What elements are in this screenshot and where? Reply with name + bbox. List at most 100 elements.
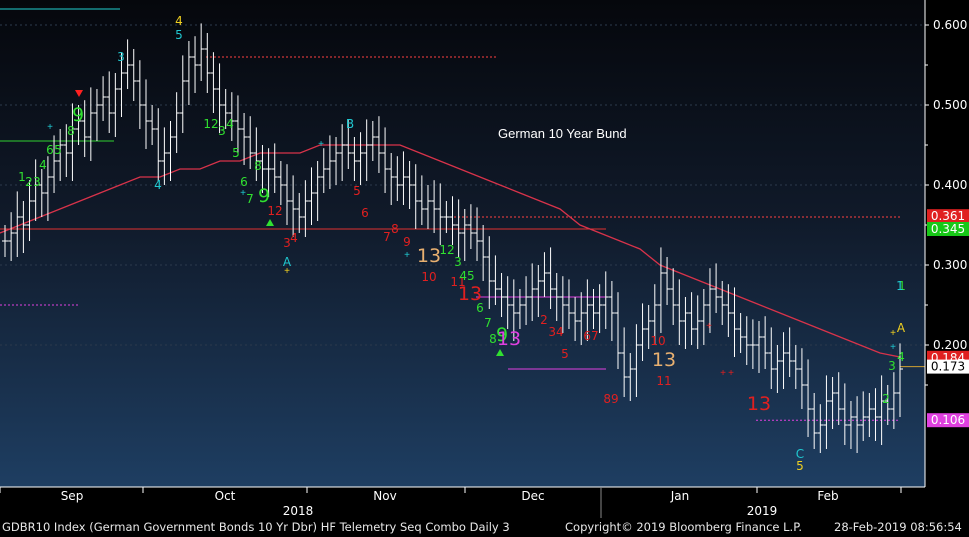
sequence-label: 3 bbox=[454, 255, 462, 269]
y-tick-label: 0.600 bbox=[933, 18, 967, 32]
value-badge-label: 0.106 bbox=[931, 413, 965, 427]
plus-marker: + bbox=[47, 122, 53, 133]
sequence-label: 2 bbox=[540, 313, 548, 327]
sequence-label: 6 bbox=[240, 175, 248, 189]
sequence-label: 3 bbox=[117, 50, 125, 64]
sequence-label: 8 bbox=[489, 332, 497, 346]
sequence-label: 67 bbox=[583, 329, 598, 343]
down-arrow-icon bbox=[75, 90, 83, 97]
x-month-label: Sep bbox=[61, 489, 84, 503]
plus-marker: + bbox=[240, 188, 246, 199]
sequence-label: 8 bbox=[391, 222, 399, 236]
sequence-label: 34 bbox=[548, 325, 563, 339]
plus-marker: + bbox=[318, 139, 324, 150]
price-bars bbox=[2, 23, 903, 453]
sequence-label: 5 bbox=[232, 146, 240, 160]
sequence-label: 2 bbox=[25, 175, 33, 189]
sequence-label: 11 bbox=[656, 374, 671, 388]
axis-background bbox=[925, 0, 969, 537]
y-axis: 0.600 0.500 0.400 0.300 0.200 bbox=[924, 0, 967, 487]
plot-background bbox=[0, 0, 925, 487]
sequence-label: 6 bbox=[361, 206, 369, 220]
x-month-label: Feb bbox=[817, 489, 838, 503]
moving-average-path bbox=[0, 144, 901, 358]
value-badge-label: 0.345 bbox=[931, 222, 965, 236]
moving-average-line bbox=[0, 144, 901, 358]
value-badge bbox=[927, 359, 969, 374]
value-badge bbox=[927, 222, 969, 236]
sequence-label: 9 bbox=[258, 185, 270, 207]
x-month-label: Oct bbox=[215, 489, 236, 503]
x-year-label: 2019 bbox=[747, 504, 778, 518]
sequence-label: 4 bbox=[290, 231, 298, 245]
plus-marker: + bbox=[728, 368, 734, 379]
value-badge-label: 0.173 bbox=[931, 360, 965, 374]
sequence-label: 3 bbox=[33, 175, 41, 189]
footer-security-description: GDBR10 Index (German Government Bonds 10… bbox=[2, 520, 510, 534]
sequence-label: A bbox=[897, 321, 906, 335]
sequence-label: A bbox=[283, 255, 292, 269]
sequence-label: 5 bbox=[54, 143, 62, 157]
markers: +++++++ +++ bbox=[47, 90, 896, 379]
sequence-label: 13 bbox=[417, 245, 441, 267]
sequence-label: 45 bbox=[459, 269, 474, 283]
sequence-label: 3 bbox=[283, 236, 291, 250]
sequence-label: 13 bbox=[652, 349, 676, 371]
x-month-label: Dec bbox=[521, 489, 544, 503]
sequence-label: 4 bbox=[175, 14, 183, 28]
sequence-label: 5 bbox=[796, 459, 804, 473]
plus-marker: + bbox=[890, 342, 896, 353]
sequence-label: 89 bbox=[603, 392, 618, 406]
sequence-label: 11 bbox=[450, 275, 465, 289]
value-badge-label: 0.361 bbox=[931, 209, 965, 223]
plus-marker: + bbox=[706, 321, 712, 332]
reference-lines bbox=[0, 8, 925, 421]
plus-marker: + bbox=[404, 250, 410, 261]
sequence-label: 12 bbox=[203, 117, 218, 131]
sequence-label: 4 bbox=[226, 117, 234, 131]
sequence-label: 6 bbox=[46, 143, 54, 157]
sequence-label: 10 bbox=[650, 334, 665, 348]
sequence-label: 7 bbox=[383, 230, 391, 244]
sequence-label: 2 bbox=[882, 392, 890, 406]
footer-bar: GDBR10 Index (German Government Bonds 10… bbox=[0, 518, 969, 537]
sequence-label: 1 bbox=[898, 279, 906, 293]
sequence-label: 9 bbox=[403, 235, 411, 249]
sequence-label: 12 bbox=[267, 204, 282, 218]
y-tick-label: 0.500 bbox=[933, 98, 967, 112]
footer-copyright: Copyright© 2019 Bloomberg Finance L.P. bbox=[565, 520, 802, 534]
sequence-label: 5 bbox=[175, 28, 183, 42]
value-badge bbox=[927, 413, 969, 428]
sequence-label: 4 bbox=[897, 350, 905, 364]
sequence-label: 5 bbox=[353, 184, 361, 198]
plus-marker: + bbox=[720, 368, 726, 379]
y-tick-label: 0.400 bbox=[933, 178, 967, 192]
sequence-label: 12 bbox=[439, 243, 454, 257]
sequence-label: 1 bbox=[896, 279, 904, 293]
up-arrow-icon bbox=[496, 349, 504, 356]
sequence-label: 7 bbox=[246, 192, 254, 206]
sequence-label: 1 bbox=[18, 170, 26, 184]
sequence-label: B bbox=[346, 117, 354, 131]
x-month-label: Nov bbox=[373, 489, 396, 503]
xaxis-background bbox=[0, 487, 925, 518]
x-axis: Sep Oct Nov Dec Jan Feb 2018 2019 bbox=[0, 486, 925, 518]
sequence-label: 3 bbox=[218, 124, 226, 138]
sequence-label: 4 bbox=[154, 178, 162, 192]
sequence-label: 13 bbox=[747, 393, 771, 415]
plus-marker: + bbox=[284, 266, 290, 277]
sequence-label: 13 bbox=[497, 328, 521, 350]
chart-title: German 10 Year Bund bbox=[498, 126, 627, 141]
x-year-label: 2018 bbox=[283, 504, 314, 518]
sequence-label: 9 bbox=[496, 324, 508, 346]
value-badge bbox=[927, 209, 969, 224]
sequence-label: 4 bbox=[39, 158, 47, 172]
y-tick-label: 0.200 bbox=[933, 338, 967, 352]
sequence-label: 8 bbox=[254, 159, 262, 173]
sequence-label: 9 bbox=[72, 104, 84, 126]
sequence-label: 5 bbox=[561, 347, 569, 361]
x-month-label: Jan bbox=[670, 489, 690, 503]
